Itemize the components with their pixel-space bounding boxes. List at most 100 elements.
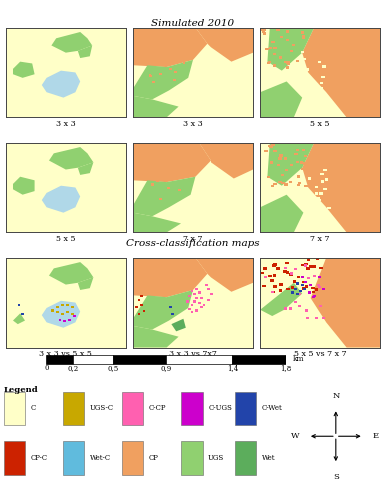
Text: C: C xyxy=(30,404,36,412)
Bar xyxy=(138,313,141,315)
Bar xyxy=(285,262,289,264)
Bar xyxy=(297,176,300,178)
Polygon shape xyxy=(267,142,314,186)
Bar xyxy=(278,158,282,160)
Bar xyxy=(289,181,292,184)
Bar xyxy=(298,182,301,184)
Bar xyxy=(302,280,306,283)
Bar xyxy=(289,308,293,310)
Bar xyxy=(286,39,289,42)
Bar xyxy=(195,288,198,290)
Bar xyxy=(235,392,256,425)
Bar xyxy=(122,392,143,425)
Bar xyxy=(301,51,304,53)
Bar xyxy=(149,74,151,76)
Bar xyxy=(63,392,84,425)
X-axis label: 3 x 3: 3 x 3 xyxy=(183,120,203,128)
Bar xyxy=(302,149,305,152)
Bar xyxy=(286,30,289,32)
Bar xyxy=(301,284,304,286)
Bar xyxy=(195,297,198,299)
Bar xyxy=(200,297,203,299)
Bar xyxy=(319,266,323,270)
Bar xyxy=(273,46,276,49)
Bar xyxy=(294,300,297,303)
Bar xyxy=(283,158,287,160)
Bar xyxy=(286,66,289,68)
Bar xyxy=(296,160,300,163)
Bar xyxy=(56,311,59,314)
Bar xyxy=(205,284,208,286)
Bar xyxy=(193,300,196,302)
Bar xyxy=(308,292,311,294)
Bar xyxy=(156,178,159,180)
Bar xyxy=(322,317,325,320)
Bar xyxy=(279,290,283,292)
Text: CP: CP xyxy=(149,454,159,462)
Bar xyxy=(295,153,298,156)
Bar xyxy=(61,313,64,315)
Bar xyxy=(207,298,210,301)
Text: E: E xyxy=(372,432,379,440)
Polygon shape xyxy=(302,28,380,118)
Bar xyxy=(303,288,306,290)
Bar xyxy=(46,355,73,364)
Bar xyxy=(276,29,279,32)
Bar xyxy=(188,295,191,297)
Bar xyxy=(273,263,277,266)
Bar xyxy=(300,77,303,80)
Bar xyxy=(63,441,84,475)
Polygon shape xyxy=(195,28,253,62)
Bar xyxy=(63,320,66,322)
Text: Simulated 2010: Simulated 2010 xyxy=(151,19,235,28)
Bar xyxy=(4,441,25,475)
Bar xyxy=(297,184,300,186)
Bar xyxy=(280,36,283,38)
Polygon shape xyxy=(78,278,93,290)
Bar xyxy=(305,285,308,288)
Text: Cross-classification maps: Cross-classification maps xyxy=(126,238,260,248)
Bar xyxy=(308,88,311,90)
Bar xyxy=(138,299,141,301)
Bar xyxy=(171,313,174,315)
Bar xyxy=(267,145,271,148)
Bar xyxy=(296,149,299,152)
Bar xyxy=(317,197,320,200)
Bar xyxy=(56,306,59,308)
Bar xyxy=(261,28,264,30)
Polygon shape xyxy=(133,96,179,118)
Text: UGS-C: UGS-C xyxy=(90,404,114,412)
Polygon shape xyxy=(311,258,380,348)
Bar xyxy=(307,77,310,80)
Polygon shape xyxy=(13,62,35,78)
Polygon shape xyxy=(42,301,80,328)
Bar xyxy=(279,56,282,58)
Bar xyxy=(301,82,304,84)
Bar xyxy=(284,168,288,171)
Text: C-UGS: C-UGS xyxy=(208,404,232,412)
X-axis label: 7 x 7: 7 x 7 xyxy=(183,235,203,243)
Bar xyxy=(307,277,310,280)
Bar xyxy=(294,268,297,270)
Bar xyxy=(113,355,166,364)
Bar xyxy=(181,441,203,475)
Bar xyxy=(313,266,316,268)
Bar xyxy=(298,293,301,295)
Bar xyxy=(306,203,309,205)
Text: N: N xyxy=(332,392,340,400)
Bar xyxy=(281,182,285,184)
Bar xyxy=(309,284,312,286)
Text: 1,4: 1,4 xyxy=(227,364,238,372)
Bar xyxy=(186,300,189,302)
Bar xyxy=(301,32,304,34)
Bar xyxy=(122,441,143,475)
Bar xyxy=(166,355,232,364)
Polygon shape xyxy=(133,326,179,347)
Bar xyxy=(188,308,191,310)
Bar xyxy=(313,274,317,277)
Bar xyxy=(320,172,323,175)
Bar xyxy=(322,65,325,68)
Bar xyxy=(159,198,162,200)
Bar xyxy=(174,70,177,72)
Bar xyxy=(320,87,323,90)
